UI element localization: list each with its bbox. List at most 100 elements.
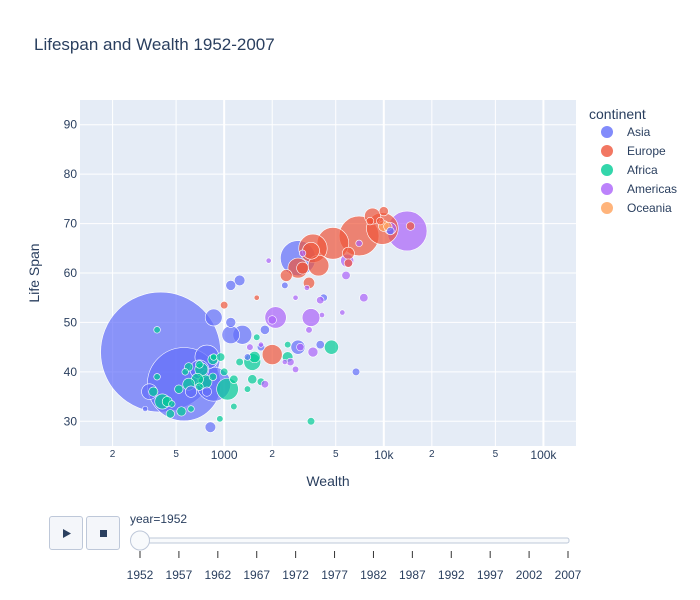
data-point-africa	[208, 372, 217, 381]
data-point-asia	[225, 280, 237, 291]
data-point-americas	[260, 380, 270, 389]
data-point-americas	[246, 343, 254, 351]
data-point-africa	[195, 360, 204, 369]
data-point-asia	[185, 385, 198, 398]
slider-handle[interactable]	[130, 530, 150, 551]
legend-label-europe: Europe	[627, 144, 666, 158]
data-point-africa	[176, 406, 187, 417]
slider-ticks: 1952 1957 1962 1967 1972 1977 1982 1987 1992 1997…	[127, 551, 582, 582]
data-point-europe	[279, 269, 293, 282]
slider-rail[interactable]	[139, 537, 570, 544]
x-axis-title: Wealth	[306, 473, 349, 489]
y-axis-title: Life Span	[26, 243, 42, 302]
x-tick-label: 2	[110, 449, 116, 460]
play-button[interactable]	[49, 516, 83, 550]
data-point-africa	[168, 400, 176, 408]
chart-title: Lifespan and Wealth 1952-2007	[34, 35, 275, 54]
data-point-asia	[204, 308, 223, 327]
legend-label-africa: Africa	[627, 163, 658, 177]
y-tick-label: 60	[64, 266, 78, 280]
data-point-europe	[378, 206, 389, 217]
data-point-africa	[210, 353, 218, 361]
slider-tick-label: 1997	[477, 568, 504, 582]
slider-tick-label: 1952	[127, 568, 154, 582]
data-point-europe	[220, 301, 229, 310]
data-point-europe	[261, 344, 283, 365]
data-point-africa	[187, 405, 195, 413]
data-point-europe	[376, 217, 385, 226]
data-point-europe	[342, 246, 355, 260]
data-point-asia	[225, 317, 237, 328]
data-point-americas	[339, 309, 346, 316]
slider-tick-label: 1967	[243, 568, 270, 582]
slider-current-value: year=1952	[130, 512, 187, 526]
data-point-africa	[174, 384, 184, 394]
legend-marker-europe	[601, 145, 613, 157]
slider-tick-label: 1957	[166, 568, 193, 582]
data-point-africa	[324, 339, 339, 355]
slider-tick-label: 1992	[438, 568, 465, 582]
data-point-americas	[307, 346, 319, 358]
data-point-africa	[229, 374, 239, 384]
play-icon	[63, 529, 71, 538]
data-point-americas	[267, 315, 277, 325]
data-point-americas	[355, 239, 363, 247]
bubble-markers	[100, 206, 428, 433]
slider-tick-label: 1972	[282, 568, 309, 582]
data-point-africa	[220, 367, 229, 376]
data-point-africa	[230, 402, 238, 411]
stop-icon	[100, 530, 107, 537]
data-point-asia	[259, 324, 270, 335]
slider-tick-label: 2007	[555, 568, 582, 582]
x-tick-label: 5	[493, 449, 499, 460]
data-point-africa	[216, 415, 224, 423]
x-tick-label: 5	[333, 449, 339, 460]
y-tick-label: 90	[64, 118, 78, 132]
data-point-americas	[305, 326, 313, 334]
data-point-americas	[265, 257, 272, 264]
data-point-asia	[142, 405, 149, 412]
data-point-americas	[296, 343, 305, 352]
x-tick-label: 2	[269, 449, 275, 460]
stop-button[interactable]	[86, 516, 120, 550]
x-tick-label: 1000	[211, 448, 238, 462]
slider-tick-label: 2002	[516, 568, 543, 582]
x-tick-labels: 2 5 1000 2 5 10k 2 5 100k	[110, 448, 558, 462]
data-point-europe	[253, 294, 260, 301]
data-point-africa	[284, 341, 292, 349]
data-point-asia	[315, 340, 325, 350]
legend-label-americas: Americas	[627, 182, 677, 196]
slider-tick-label: 1962	[204, 568, 231, 582]
data-point-africa	[247, 374, 258, 385]
x-tick-label: 5	[173, 449, 179, 460]
x-tick-label: 100k	[530, 448, 557, 462]
data-point-africa	[253, 333, 261, 341]
data-point-africa	[148, 386, 159, 397]
legend-marker-oceania	[601, 202, 613, 214]
legend-marker-asia	[601, 126, 613, 138]
y-tick-label: 70	[64, 217, 78, 231]
data-point-americas	[292, 294, 299, 301]
data-point-africa	[153, 373, 161, 381]
slider-tick-label: 1977	[321, 568, 348, 582]
data-point-africa	[243, 385, 252, 393]
data-point-europe	[365, 217, 375, 226]
data-point-africa	[153, 326, 161, 334]
data-point-americas	[257, 341, 264, 348]
data-point-americas	[316, 296, 325, 305]
legend-label-asia: Asia	[627, 125, 651, 139]
data-point-asia	[204, 421, 217, 433]
y-tick-labels: 30 40 50 60 70 80 90	[64, 118, 78, 429]
data-point-americas	[318, 312, 325, 318]
data-point-africa	[306, 417, 316, 426]
data-point-asia	[351, 367, 361, 376]
data-point-americas	[303, 284, 310, 291]
legend-marker-africa	[601, 164, 613, 176]
data-point-americas	[301, 308, 321, 327]
data-point-americas	[281, 358, 288, 365]
data-point-americas	[291, 365, 300, 373]
data-point-americas	[299, 249, 307, 257]
legend-label-oceania: Oceania	[627, 201, 672, 215]
data-point-africa	[235, 357, 244, 367]
